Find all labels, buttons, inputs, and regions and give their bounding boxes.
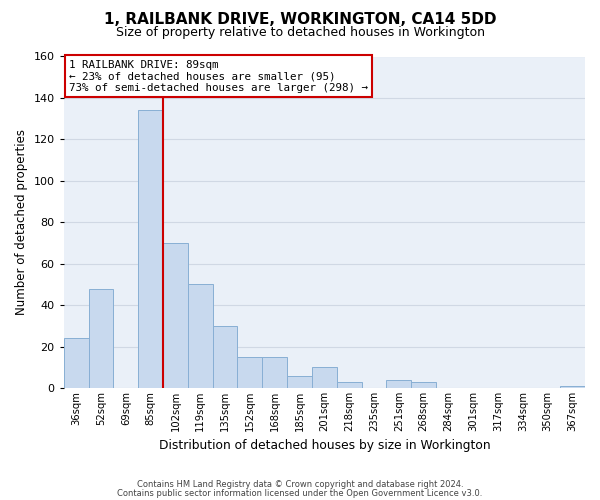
Bar — [312, 368, 337, 388]
Text: 1 RAILBANK DRIVE: 89sqm
← 23% of detached houses are smaller (95)
73% of semi-de: 1 RAILBANK DRIVE: 89sqm ← 23% of detache… — [69, 60, 368, 93]
Bar — [238, 357, 262, 388]
Bar — [212, 326, 238, 388]
Bar — [138, 110, 163, 388]
Bar — [287, 376, 312, 388]
Text: Size of property relative to detached houses in Workington: Size of property relative to detached ho… — [115, 26, 485, 39]
Bar — [64, 338, 89, 388]
Text: Contains public sector information licensed under the Open Government Licence v3: Contains public sector information licen… — [118, 488, 482, 498]
Bar — [262, 357, 287, 388]
X-axis label: Distribution of detached houses by size in Workington: Distribution of detached houses by size … — [158, 440, 490, 452]
Bar — [89, 288, 113, 388]
Y-axis label: Number of detached properties: Number of detached properties — [15, 130, 28, 316]
Bar — [386, 380, 411, 388]
Bar — [188, 284, 212, 388]
Text: Contains HM Land Registry data © Crown copyright and database right 2024.: Contains HM Land Registry data © Crown c… — [137, 480, 463, 489]
Bar — [411, 382, 436, 388]
Bar — [560, 386, 585, 388]
Text: 1, RAILBANK DRIVE, WORKINGTON, CA14 5DD: 1, RAILBANK DRIVE, WORKINGTON, CA14 5DD — [104, 12, 496, 28]
Bar — [337, 382, 362, 388]
Bar — [163, 243, 188, 388]
